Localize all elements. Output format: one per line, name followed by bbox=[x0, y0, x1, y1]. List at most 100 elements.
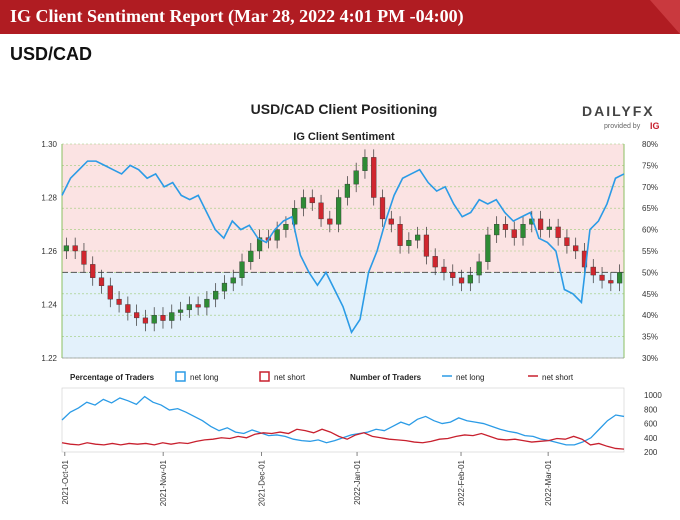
candle-body bbox=[169, 312, 175, 321]
legend-num-label: Number of Traders bbox=[350, 373, 422, 382]
legend-num-long-label: net long bbox=[456, 373, 484, 382]
candle-body bbox=[344, 183, 351, 198]
candle-body bbox=[213, 290, 219, 300]
dailyfx-logo: DAILYFX provided by IG bbox=[582, 103, 663, 131]
candle-body bbox=[379, 197, 386, 220]
x-tick-label: 2021-Nov-01 bbox=[159, 459, 168, 506]
candle-body bbox=[107, 285, 113, 300]
candle-body bbox=[520, 224, 526, 238]
positioning-panel: 30% 35% 40% 45% 50% 55% 60% 65% 70% 75% 80% 1.22 1.2… bbox=[41, 140, 658, 363]
candle-body bbox=[327, 218, 333, 225]
sentiment-chart: USD/CAD Client Positioning IG Client Sen… bbox=[41, 101, 663, 506]
candle-body bbox=[397, 224, 403, 246]
candle-body bbox=[300, 197, 307, 209]
traders-panel: 200 400 600 800 1000 bbox=[61, 387, 662, 457]
banner-corner-accent bbox=[650, 0, 680, 34]
chart-subtitle: IG Client Sentiment bbox=[293, 131, 395, 143]
right-tick-label: 40% bbox=[642, 311, 658, 320]
report-banner: IG Client Sentiment Report (Mar 28, 2022… bbox=[0, 0, 680, 34]
candle-body bbox=[239, 261, 245, 278]
candle-body bbox=[160, 314, 166, 321]
candle-body bbox=[590, 266, 596, 276]
candle-body bbox=[450, 272, 456, 278]
candle-body bbox=[353, 170, 359, 185]
ig-badge-text: IG bbox=[650, 121, 660, 131]
candle-body bbox=[318, 202, 324, 220]
left-tick-label: 1.30 bbox=[41, 140, 57, 149]
candle-body bbox=[116, 298, 122, 305]
traders-tick-label: 600 bbox=[644, 420, 658, 429]
candle-body bbox=[142, 317, 149, 324]
candle-body bbox=[309, 197, 315, 204]
legend-net-long-swatch bbox=[175, 371, 186, 382]
candle-body bbox=[195, 304, 201, 308]
candle-body bbox=[90, 264, 96, 278]
candle-body bbox=[494, 224, 500, 236]
x-tick-label: 2022-Jan-01 bbox=[353, 459, 362, 504]
candle-body bbox=[335, 197, 342, 225]
right-tick-label: 55% bbox=[642, 247, 658, 256]
left-tick-label: 1.26 bbox=[41, 247, 57, 256]
legend-net-short-label: net short bbox=[274, 373, 306, 382]
candle-body bbox=[555, 226, 561, 238]
candle-body bbox=[72, 245, 78, 252]
candle-body bbox=[274, 229, 280, 241]
candle-body bbox=[151, 314, 157, 324]
candle-body bbox=[608, 280, 614, 284]
candle-body bbox=[134, 312, 140, 319]
traders-short-line bbox=[61, 428, 625, 450]
x-axis: 2021-Oct-01 2021-Nov-01 2021-Dec-01 2022-Ja… bbox=[61, 452, 553, 506]
chart-title: USD/CAD Client Positioning bbox=[251, 101, 438, 117]
legend-num-short-label: net short bbox=[542, 373, 574, 382]
legend-net-short-swatch bbox=[259, 371, 270, 382]
legend: Percentage of Traders net long net short… bbox=[70, 371, 574, 382]
right-tick-label: 45% bbox=[642, 290, 658, 299]
right-tick-label: 60% bbox=[642, 226, 658, 235]
candle-body bbox=[362, 157, 368, 171]
candle-body bbox=[98, 277, 105, 286]
candle-body bbox=[441, 266, 447, 273]
x-tick-label: 2022-Mar-01 bbox=[544, 459, 553, 505]
right-tick-label: 65% bbox=[642, 204, 658, 213]
candle-body bbox=[125, 304, 131, 313]
candle-body bbox=[204, 298, 210, 308]
x-tick-label: 2021-Oct-01 bbox=[61, 459, 70, 504]
candle-body bbox=[511, 229, 517, 238]
chart-card: USD/CAD Client Positioning IG Client Sen… bbox=[14, 86, 666, 510]
candle-body bbox=[371, 157, 377, 198]
traders-tick-label: 1000 bbox=[644, 391, 662, 400]
candle-body bbox=[283, 224, 289, 230]
candle-body bbox=[177, 309, 184, 313]
candle-body bbox=[230, 277, 236, 284]
ig-badge bbox=[649, 120, 663, 130]
right-tick-label: 35% bbox=[642, 333, 658, 342]
right-tick-label: 75% bbox=[642, 161, 658, 170]
candle-body bbox=[502, 224, 509, 230]
candle-body bbox=[81, 250, 87, 265]
left-tick-label: 1.22 bbox=[41, 354, 57, 363]
candle-body bbox=[564, 237, 570, 246]
candle-body bbox=[388, 218, 394, 225]
candle-body bbox=[467, 274, 473, 284]
right-tick-label: 30% bbox=[642, 354, 658, 363]
candle-body bbox=[599, 274, 605, 281]
candle-body bbox=[546, 226, 552, 230]
traders-tick-label: 200 bbox=[644, 448, 658, 457]
candle-body bbox=[248, 250, 254, 262]
dailyfx-wordmark: DAILYFX bbox=[582, 103, 655, 119]
traders-tick-label: 400 bbox=[644, 434, 658, 443]
candle-body bbox=[256, 237, 263, 252]
right-tick-label: 50% bbox=[642, 268, 658, 277]
candle-body bbox=[186, 304, 192, 311]
candle-body bbox=[406, 240, 412, 246]
left-tick-label: 1.24 bbox=[41, 301, 57, 310]
candle-body bbox=[63, 245, 70, 252]
legend-net-long-label: net long bbox=[190, 373, 218, 382]
x-tick-label: 2021-Dec-01 bbox=[258, 459, 267, 506]
x-tick-label: 2022-Feb-01 bbox=[457, 459, 466, 505]
right-tick-label: 80% bbox=[642, 140, 658, 149]
candle-body bbox=[485, 234, 491, 262]
right-tick-label: 70% bbox=[642, 183, 658, 192]
candle-body bbox=[221, 282, 228, 292]
left-tick-label: 1.28 bbox=[41, 194, 57, 203]
